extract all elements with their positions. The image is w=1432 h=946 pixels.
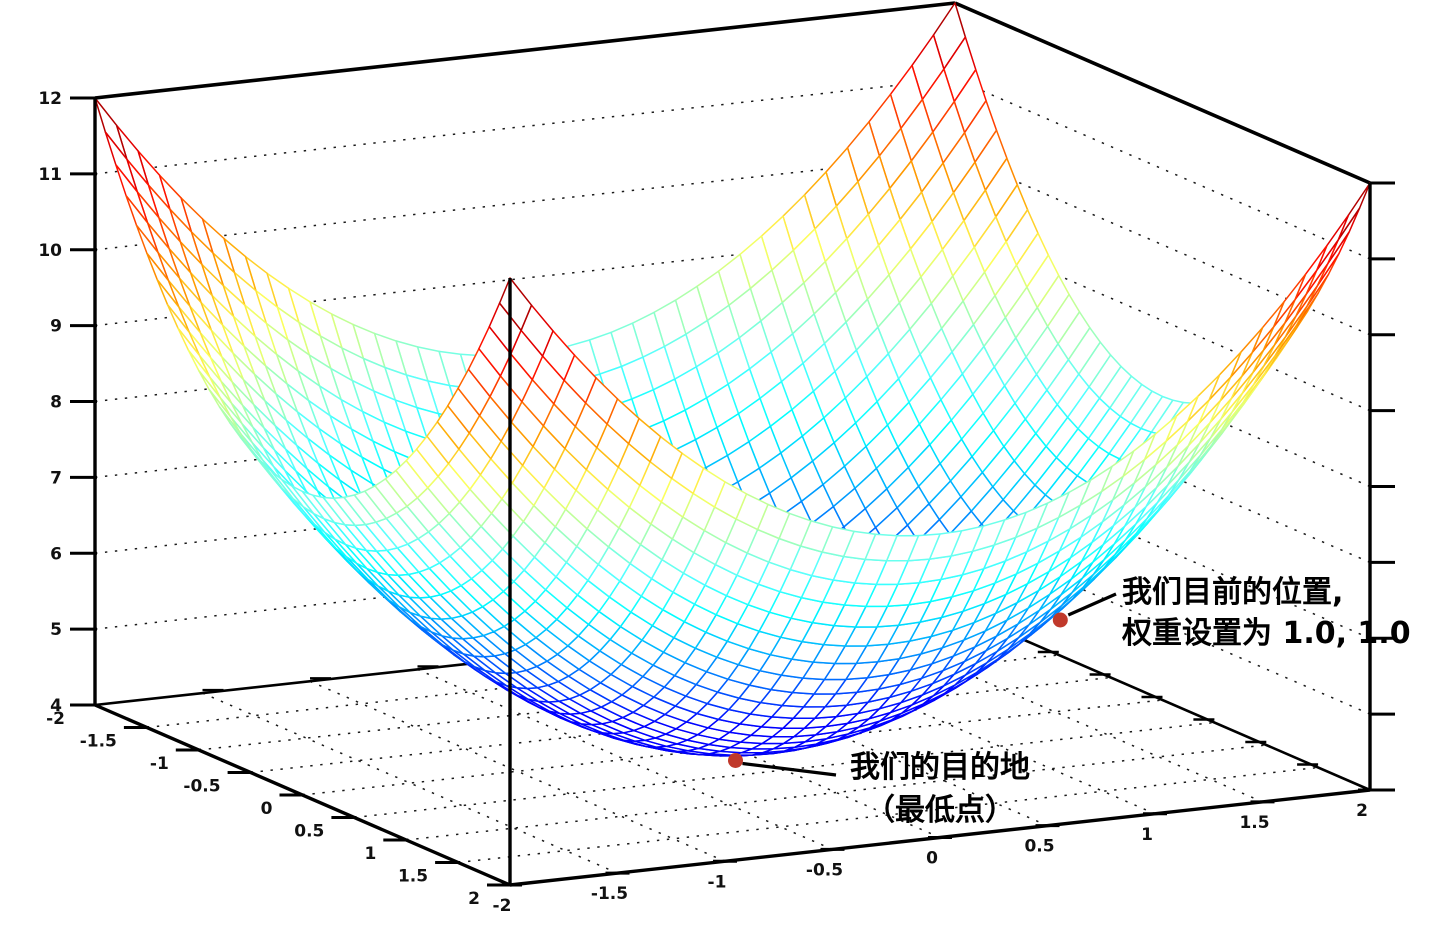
y-tick-label: 0 bbox=[261, 799, 273, 819]
x-tick-label: -1 bbox=[708, 872, 727, 892]
z-tick-label: 5 bbox=[50, 620, 62, 640]
z-tick-label: 7 bbox=[50, 468, 62, 488]
z-tick-label: 4 bbox=[50, 696, 62, 716]
x-tick-label: 0 bbox=[926, 849, 938, 869]
y-tick-label: 1.5 bbox=[398, 867, 428, 887]
x-tick-label: 0.5 bbox=[1024, 837, 1054, 857]
x-tick-label: 1.5 bbox=[1239, 813, 1269, 833]
y-tick-label: 2 bbox=[468, 889, 480, 909]
y-tick-label: -0.5 bbox=[183, 777, 220, 797]
marker-annotations bbox=[728, 592, 1117, 777]
annotation-current-line2: 权重设置为 1.0, 1.0 bbox=[1122, 616, 1411, 651]
annotation-destination-line1: 我们的目的地 bbox=[850, 750, 1030, 785]
z-tick-label: 9 bbox=[50, 317, 62, 337]
x-tick-label: -1.5 bbox=[591, 884, 628, 904]
y-tick-label: -1 bbox=[150, 754, 169, 774]
annotation-current-position: 我们目前的位置, 权重设置为 1.0, 1.0 bbox=[1122, 572, 1411, 654]
x-tick-label: -0.5 bbox=[806, 860, 843, 880]
annotation-destination-line2: （最低点） bbox=[865, 793, 1015, 828]
annotation-current-line1: 我们目前的位置, bbox=[1122, 575, 1344, 610]
y-tick-label: -2 bbox=[46, 709, 65, 729]
y-tick-label: 1 bbox=[364, 844, 376, 864]
surface-mesh bbox=[94, 2, 1371, 757]
x-tick-label: 2 bbox=[1356, 801, 1368, 821]
x-tick-label: -2 bbox=[493, 896, 512, 916]
z-tick-label: 12 bbox=[38, 89, 62, 109]
y-tick-label: 0.5 bbox=[294, 822, 324, 842]
leader-line-destination bbox=[742, 761, 837, 777]
leader-line-current-position bbox=[1067, 592, 1117, 617]
z-tick-label: 8 bbox=[50, 393, 62, 413]
z-tick-label: 6 bbox=[50, 544, 62, 564]
z-tick-label: 11 bbox=[38, 165, 62, 185]
z-tick-label: 10 bbox=[38, 241, 62, 261]
marker-dot-destination bbox=[728, 753, 743, 768]
annotation-destination: 我们的目的地 （最低点） bbox=[810, 746, 1070, 832]
y-tick-label: -1.5 bbox=[80, 732, 117, 752]
marker-dot-current-position bbox=[1052, 612, 1068, 628]
x-tick-label: 1 bbox=[1141, 825, 1153, 845]
